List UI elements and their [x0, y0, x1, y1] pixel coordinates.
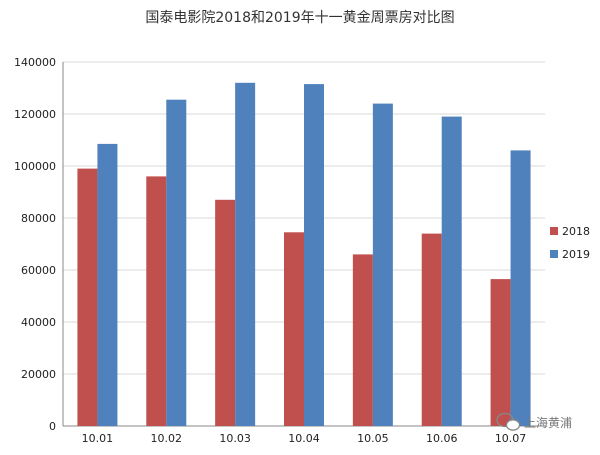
- wechat-icon: [496, 412, 521, 431]
- bar-2018-10.04: [284, 232, 304, 426]
- y-tick-label: 120000: [14, 108, 56, 121]
- bar-2018-10.07: [490, 279, 511, 426]
- y-tick-label: 140000: [14, 56, 56, 69]
- x-tick-label: 10.05: [357, 432, 389, 445]
- y-tick-label: 40000: [21, 316, 56, 329]
- x-tick-label: 10.07: [495, 432, 527, 445]
- bar-2019-10.07: [510, 150, 531, 426]
- y-tick-label: 0: [49, 420, 56, 433]
- bar-2019-10.03: [235, 82, 256, 427]
- bar-2019-10.05: [372, 103, 393, 426]
- y-axis-ticks: 0 20000 40000 60000 80000 100000 120000 140000: [14, 56, 56, 433]
- bar-2018-10.02: [146, 176, 167, 426]
- bar-2019-10.04: [304, 84, 324, 426]
- bar-2018-10.06: [421, 233, 442, 426]
- legend-label-2018: 2018: [562, 225, 590, 238]
- x-tick-label: 10.06: [426, 432, 458, 445]
- chart-title: 国泰电影院2018和2019年十一黄金周票房对比图: [145, 9, 454, 26]
- x-axis-ticks: 10.01 10.02 10.03 10.04 10.05 10.06 10.07: [82, 432, 527, 445]
- legend: 2018 2019: [550, 225, 590, 261]
- bars: [77, 82, 531, 427]
- legend-swatch-2019: [550, 250, 558, 258]
- legend-swatch-2018: [550, 227, 558, 235]
- x-tick-label: 10.01: [82, 432, 114, 445]
- y-tick-label: 100000: [14, 160, 56, 173]
- y-tick-label: 20000: [21, 368, 56, 381]
- bar-2019-10.06: [441, 116, 462, 426]
- x-tick-label: 10.03: [219, 432, 251, 445]
- x-tick-label: 10.04: [288, 432, 320, 445]
- watermark: 上海黄浦: [496, 412, 572, 431]
- bar-2018-10.05: [352, 254, 373, 426]
- legend-label-2019: 2019: [562, 248, 590, 261]
- bar-2019-10.01: [97, 143, 118, 426]
- x-tick-label: 10.02: [151, 432, 183, 445]
- bar-2018-10.03: [215, 199, 236, 426]
- y-tick-label: 80000: [21, 212, 56, 225]
- y-tick-label: 60000: [21, 264, 56, 277]
- bar-2018-10.01: [77, 168, 98, 426]
- bar-2019-10.02: [166, 99, 187, 426]
- watermark-text: 上海黄浦: [524, 415, 572, 430]
